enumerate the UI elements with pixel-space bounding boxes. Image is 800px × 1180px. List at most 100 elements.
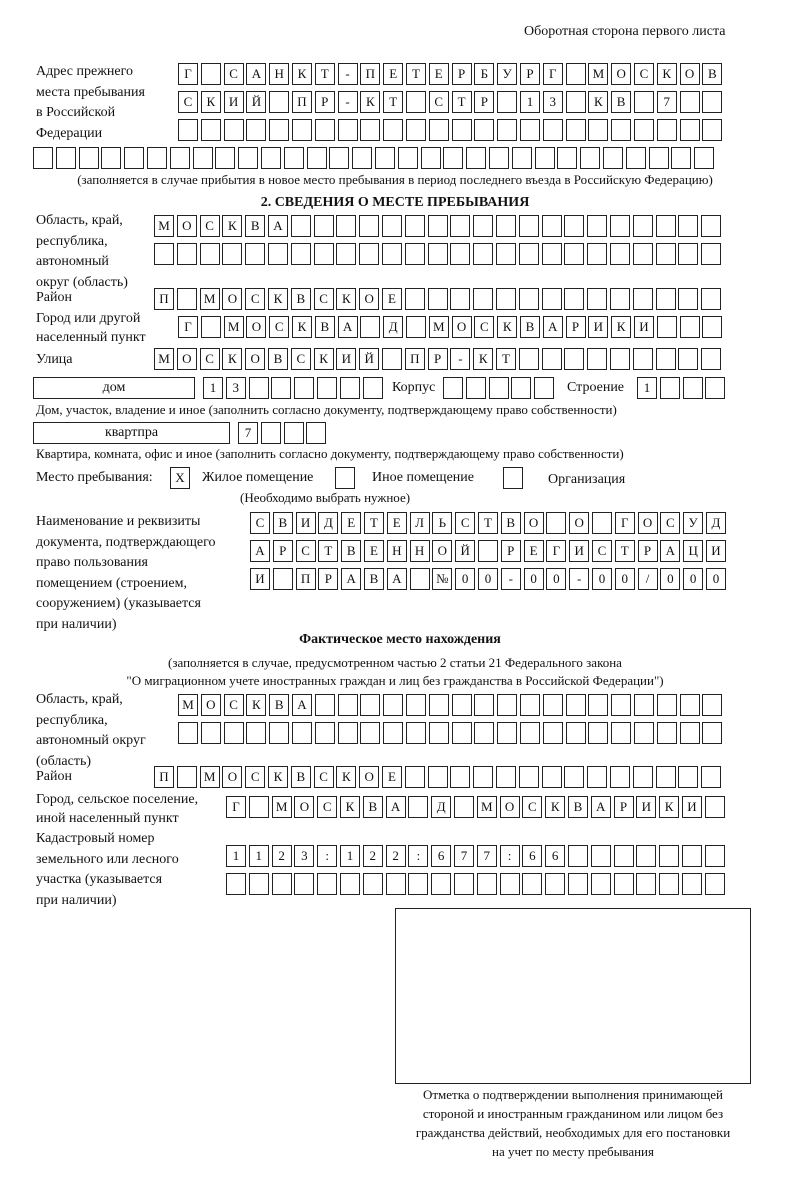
char-cell[interactable]: П (154, 288, 174, 310)
char-cell[interactable] (499, 873, 520, 895)
char-cell[interactable] (215, 147, 236, 169)
char-cell[interactable]: Т (314, 63, 335, 85)
char-cell[interactable] (702, 91, 723, 113)
char-cell[interactable] (397, 147, 418, 169)
char-cell[interactable] (632, 215, 653, 237)
char-cell[interactable]: С (660, 512, 681, 534)
char-cell[interactable] (101, 147, 122, 169)
char-cell[interactable] (199, 243, 220, 265)
char-cell[interactable] (497, 91, 518, 113)
char-cell[interactable]: Р (451, 63, 472, 85)
char-cell[interactable] (405, 91, 426, 113)
char-cell[interactable] (317, 873, 338, 895)
char-cell[interactable] (655, 243, 676, 265)
char-cell[interactable] (587, 215, 608, 237)
char-cell[interactable]: С (313, 766, 334, 788)
char-cell[interactable]: А (660, 540, 681, 562)
char-cell[interactable]: Д (383, 316, 404, 338)
char-cell[interactable] (511, 147, 532, 169)
char-cell[interactable] (451, 722, 472, 744)
char-cell[interactable] (633, 694, 654, 716)
char-cell[interactable]: И (569, 540, 590, 562)
char-cell[interactable] (383, 694, 404, 716)
char-cell[interactable] (659, 377, 680, 399)
char-cell[interactable]: Р (519, 63, 540, 85)
char-cell[interactable] (271, 377, 292, 399)
char-cell[interactable]: 7 (453, 845, 474, 867)
char-cell[interactable] (200, 316, 221, 338)
char-cell[interactable]: В (314, 316, 335, 338)
char-cell[interactable]: 7 (656, 91, 677, 113)
char-cell[interactable]: Г (226, 796, 246, 818)
char-cell[interactable] (636, 845, 657, 867)
char-cell[interactable]: 0 (683, 568, 704, 590)
char-cell[interactable]: Е (428, 63, 449, 85)
char-cell[interactable]: П (291, 91, 312, 113)
char-cell[interactable] (246, 119, 267, 141)
char-cell[interactable] (427, 215, 448, 237)
char-cell[interactable] (271, 873, 292, 895)
char-cell[interactable] (294, 873, 315, 895)
char-cell[interactable] (694, 147, 715, 169)
char-cell[interactable]: М (178, 694, 198, 716)
char-cell[interactable] (176, 766, 197, 788)
char-cell[interactable] (682, 377, 703, 399)
char-cell[interactable]: О (432, 540, 453, 562)
char-cell[interactable]: В (567, 796, 588, 818)
char-cell[interactable]: М (223, 316, 244, 338)
char-cell[interactable] (178, 119, 198, 141)
char-cell[interactable]: А (337, 316, 358, 338)
char-cell[interactable]: К (656, 63, 677, 85)
char-cell[interactable] (679, 119, 700, 141)
char-cell[interactable] (474, 722, 495, 744)
char-cell[interactable]: И (588, 316, 609, 338)
char-cell[interactable]: 6 (431, 845, 452, 867)
char-cell[interactable] (613, 845, 634, 867)
char-cell[interactable]: 0 (614, 568, 635, 590)
char-cell[interactable] (443, 147, 464, 169)
char-cell[interactable]: Е (341, 512, 362, 534)
char-cell[interactable] (381, 348, 402, 370)
char-cell[interactable] (679, 722, 700, 744)
char-cell[interactable] (359, 243, 380, 265)
char-cell[interactable] (200, 63, 221, 85)
char-cell[interactable] (223, 722, 244, 744)
char-cell[interactable]: О (294, 796, 315, 818)
char-cell[interactable]: Д (705, 512, 726, 534)
char-cell[interactable] (290, 243, 311, 265)
char-cell[interactable]: Й (359, 348, 380, 370)
char-cell[interactable]: Р (314, 91, 335, 113)
char-cell[interactable] (404, 215, 425, 237)
char-cell[interactable]: О (176, 215, 197, 237)
char-cell[interactable]: В (363, 568, 384, 590)
char-cell[interactable]: С (223, 63, 244, 85)
char-cell[interactable] (405, 722, 426, 744)
char-cell[interactable] (564, 348, 585, 370)
char-cell[interactable] (313, 215, 334, 237)
char-cell[interactable]: М (476, 796, 497, 818)
char-cell[interactable]: С (199, 348, 220, 370)
char-cell[interactable]: К (291, 63, 312, 85)
char-cell[interactable] (565, 722, 586, 744)
stay-checkbox-organization[interactable] (503, 467, 523, 489)
char-cell[interactable]: О (245, 348, 266, 370)
char-cell[interactable] (245, 243, 266, 265)
char-cell[interactable] (146, 147, 167, 169)
char-cell[interactable] (545, 873, 566, 895)
char-cell[interactable] (383, 722, 404, 744)
char-cell[interactable]: К (200, 91, 221, 113)
char-cell[interactable] (260, 422, 281, 444)
char-cell[interactable]: У (497, 63, 518, 85)
char-cell[interactable]: С (633, 63, 654, 85)
char-cell[interactable] (124, 147, 145, 169)
char-cell[interactable]: О (499, 796, 520, 818)
char-cell[interactable] (453, 796, 474, 818)
char-cell[interactable]: 6 (522, 845, 543, 867)
char-cell[interactable]: 3 (225, 377, 246, 399)
char-cell[interactable] (587, 288, 608, 310)
char-cell[interactable]: И (295, 512, 316, 534)
char-cell[interactable]: Т (318, 540, 339, 562)
char-cell[interactable]: 3 (294, 845, 315, 867)
char-cell[interactable] (443, 377, 463, 399)
char-cell[interactable] (611, 722, 632, 744)
